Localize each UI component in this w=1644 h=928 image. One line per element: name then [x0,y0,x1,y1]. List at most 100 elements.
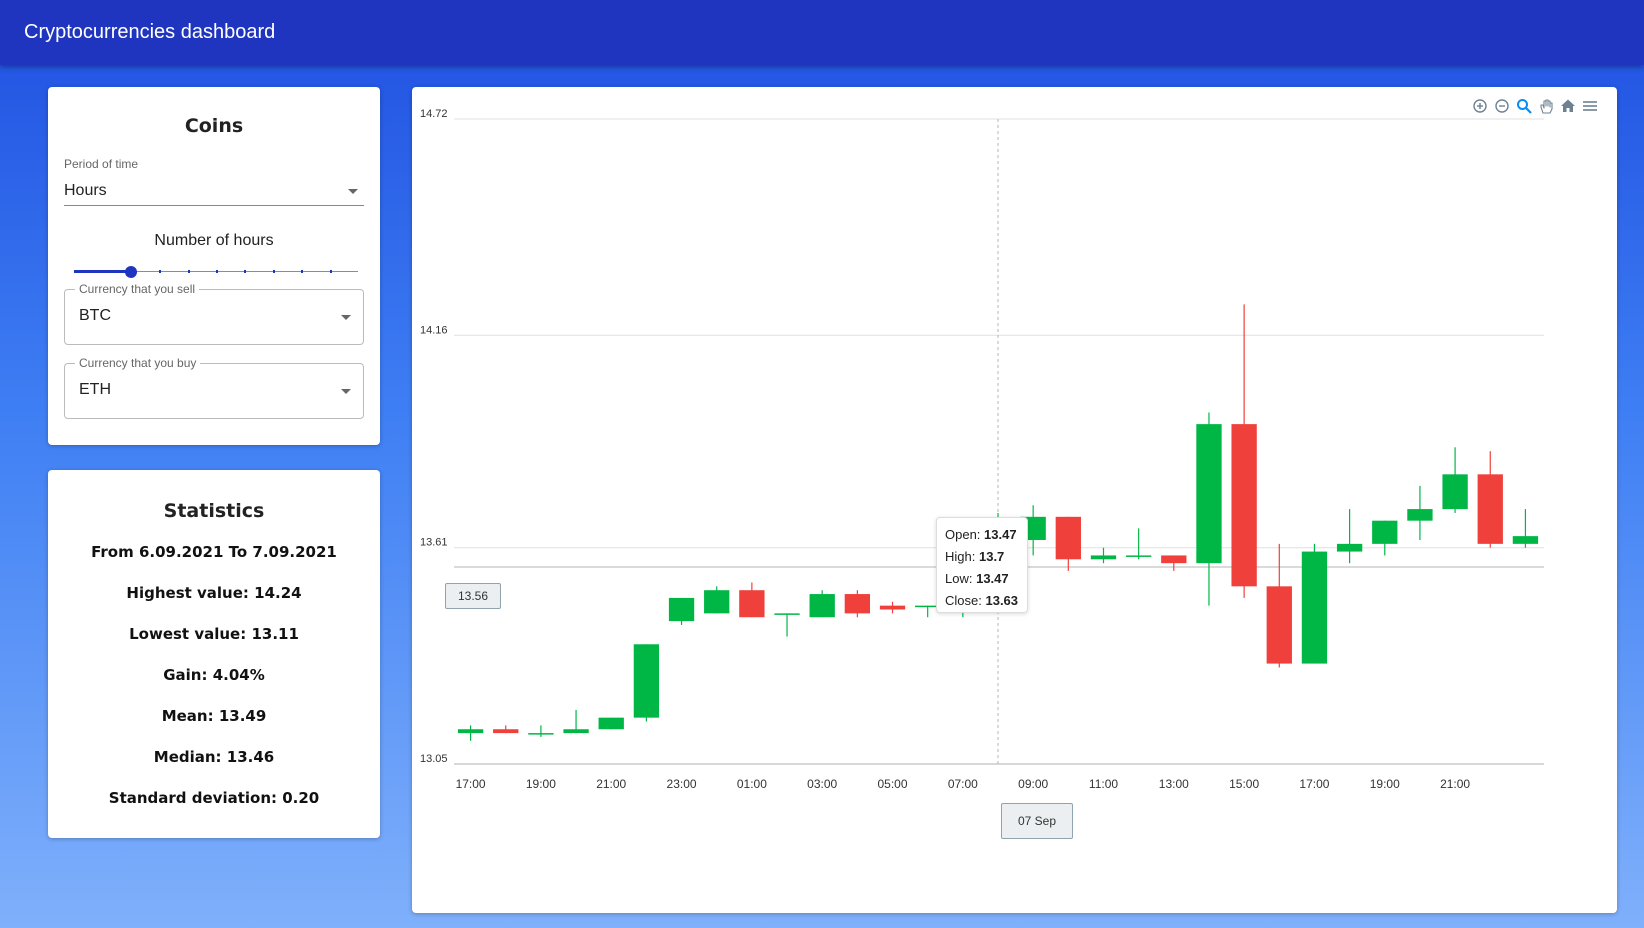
candle-body [1442,474,1468,510]
stat-mean: Mean: 13.49 [161,707,267,725]
candle [1161,555,1187,571]
candle [809,590,835,618]
x-tick-label: 15:00 [1229,777,1259,791]
crosshair-y-value: 13.56 [445,583,501,609]
candle-body [739,590,765,618]
sell-currency-value: BTC [79,307,111,324]
slider-tick [187,270,190,273]
slider-tick [244,270,247,273]
candle [1301,543,1328,664]
candle [704,586,730,614]
sell-currency-select[interactable]: Currency that you sell BTC [64,282,364,345]
slider-tick [216,270,218,273]
candle-body [1196,424,1222,564]
slider-tick [130,270,133,273]
period-value: Hours [64,182,107,199]
candle [1477,451,1503,548]
zoom-out-icon[interactable] [1493,97,1511,115]
stat-lowest: Lowest value: 13.11 [129,625,299,643]
candle-body [1055,516,1081,560]
candle-body [1512,536,1539,544]
candle [1231,304,1257,598]
candle [879,601,906,614]
candle-body [1090,555,1117,560]
candle [493,725,519,734]
zoom-in-icon[interactable] [1471,97,1489,115]
pan-hand-icon[interactable] [1537,97,1555,115]
y-tick-label: 14.16 [420,324,448,336]
stat-median: Median: 13.46 [153,748,275,766]
tooltip-low-value: 13.47 [976,571,1009,586]
coins-card: Coins Period of time Hours Number of hou… [48,87,380,445]
tooltip-low-label: Low: [945,571,973,586]
tooltip-close-row: Close: 13.63 [945,590,1027,612]
chevron-down-icon [341,315,351,320]
candle-body [774,613,800,615]
candle-body [1161,555,1187,564]
candle [1125,528,1152,560]
candle-body [1477,474,1503,544]
buy-currency-select[interactable]: Currency that you buy ETH [64,356,364,419]
candlestick-chart[interactable]: 14.72 14.16 13.61 13.05 17:00 19:00 21:00 23:00… [412,87,1617,913]
x-tick-label: 17:00 [1299,777,1329,791]
x-tick-label: 21:00 [596,777,626,791]
y-tick-label: 13.05 [420,753,448,765]
candle [1407,485,1433,540]
x-tick-label: 23:00 [667,777,697,791]
period-select[interactable]: Period of time Hours [64,157,364,206]
candle-body [598,717,624,730]
x-tick-label: 01:00 [737,777,767,791]
candle [457,725,484,741]
candle-body [1266,586,1292,664]
candle [774,613,800,637]
candle-body [1125,555,1152,557]
hours-slider[interactable] [74,264,358,280]
home-icon[interactable] [1559,97,1577,115]
candle-body [809,594,835,618]
candle-body [563,729,589,734]
app-bar: Cryptocurrencies dashboard [0,0,1644,65]
candle [844,590,871,618]
candle [915,605,941,618]
candle-body [668,597,695,622]
x-tick-label: 11:00 [1089,777,1118,791]
candle-body [915,605,941,608]
y-tick-label: 14.72 [420,108,448,120]
candle-body [1407,509,1433,521]
zoom-selection-icon[interactable] [1515,97,1533,115]
x-tick-label: 05:00 [878,777,908,791]
candle-body [1301,551,1328,664]
tooltip-low-row: Low: 13.47 [945,568,1027,590]
candle-body [1231,424,1257,587]
period-label: Period of time [64,157,139,171]
candle-body [879,605,906,610]
tooltip-close-label: Close: [945,593,982,608]
menu-icon[interactable] [1581,97,1599,115]
number-of-hours-label: Number of hours [154,232,274,249]
slider-tick [159,270,162,273]
candle [1090,547,1117,564]
tooltip-open-row: Open: 13.47 [945,524,1027,546]
stat-gain: Gain: 4.04% [163,666,265,684]
tooltip-high-value: 13.7 [978,549,1005,564]
chart-card: 14.72 14.16 13.61 13.05 17:00 19:00 21:00 23:00… [412,87,1617,913]
candle [1336,509,1363,564]
chevron-down-icon [341,389,351,394]
candle-body [633,644,660,718]
candle [633,644,660,722]
stat-highest: Highest value: 14.24 [126,584,302,602]
statistics-card: Statistics From 6.09.2021 To 7.09.2021 H… [48,470,380,838]
candle-body [1372,520,1398,544]
x-tick-label: 03:00 [807,777,837,791]
candle [598,717,624,730]
period-value-row[interactable]: Hours [64,177,364,206]
slider-tick [272,270,275,273]
statistics-title: Statistics [163,500,265,522]
x-tick-label: 17:00 [456,777,486,791]
candle-body [493,729,519,734]
candle-body [528,733,554,735]
buy-currency-value: ETH [79,381,111,398]
candle [739,582,765,618]
tooltip-open-label: Open: [945,527,981,542]
candle [668,597,695,625]
